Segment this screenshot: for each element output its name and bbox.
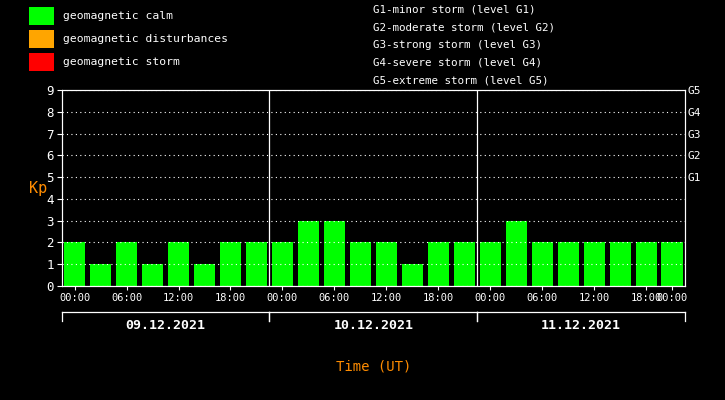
Text: geomagnetic storm: geomagnetic storm [63,57,180,67]
Bar [220,242,241,286]
Bar [454,242,475,286]
Bar [349,242,371,286]
Text: 11.12.2021: 11.12.2021 [541,319,621,332]
Bar [480,242,501,286]
Text: G4-severe storm (level G4): G4-severe storm (level G4) [373,58,542,68]
Text: geomagnetic calm: geomagnetic calm [63,11,173,21]
Text: G5-extreme storm (level G5): G5-extreme storm (level G5) [373,75,549,85]
Bar [168,242,189,286]
Text: 10.12.2021: 10.12.2021 [334,319,413,332]
Text: Time (UT): Time (UT) [336,360,411,374]
Bar [272,242,293,286]
Bar [64,242,86,286]
Text: G1-minor storm (level G1): G1-minor storm (level G1) [373,5,536,15]
Bar [661,242,683,286]
Text: G3-strong storm (level G3): G3-strong storm (level G3) [373,40,542,50]
Bar [29,53,54,71]
Text: 09.12.2021: 09.12.2021 [125,319,206,332]
Y-axis label: Kp: Kp [29,180,47,196]
Bar [636,242,657,286]
Bar [610,242,631,286]
Bar [402,264,423,286]
Bar [531,242,553,286]
Bar [29,7,54,26]
Bar [558,242,579,286]
Bar [116,242,137,286]
Bar [142,264,163,286]
Bar [428,242,449,286]
Text: G2-moderate storm (level G2): G2-moderate storm (level G2) [373,22,555,32]
Bar [246,242,267,286]
Bar [194,264,215,286]
Bar [29,30,54,48]
Bar [376,242,397,286]
Bar [584,242,605,286]
Bar [298,221,319,286]
Bar [505,221,527,286]
Text: geomagnetic disturbances: geomagnetic disturbances [63,34,228,44]
Bar [90,264,111,286]
Bar [324,221,345,286]
